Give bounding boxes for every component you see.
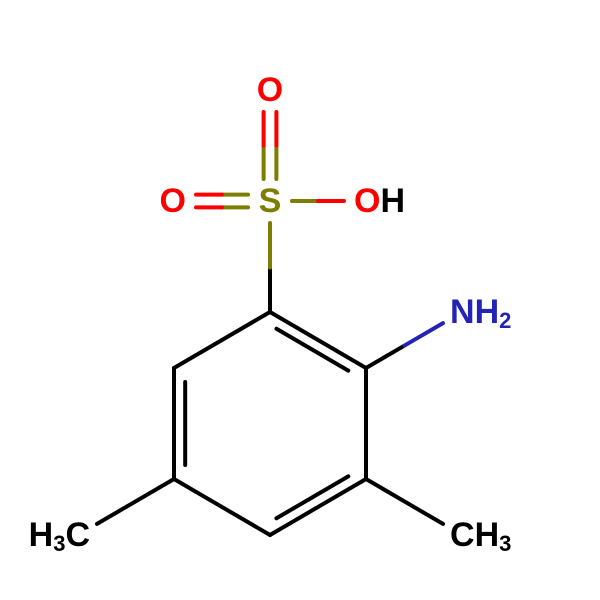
svg-text:S: S <box>259 182 282 220</box>
svg-text:O: O <box>257 71 283 109</box>
atom-C8: CH3 <box>450 516 511 556</box>
atom-O13: OH <box>354 182 405 220</box>
svg-text:OH: OH <box>354 182 405 220</box>
atom-O12: O <box>160 182 186 220</box>
atom-O11: O <box>257 71 283 109</box>
svg-text:NH2: NH2 <box>450 293 511 333</box>
atom-N7: NH2 <box>450 293 511 333</box>
svg-text:CH3: CH3 <box>450 516 511 556</box>
atom-S10: S <box>259 182 282 220</box>
bonds <box>97 112 443 535</box>
svg-text:O: O <box>160 182 186 220</box>
svg-text:H3C: H3C <box>29 516 90 556</box>
atom-C9: H3C <box>29 516 90 556</box>
molecule-diagram: NH2 CH3 H3C S O O OH <box>0 0 600 600</box>
